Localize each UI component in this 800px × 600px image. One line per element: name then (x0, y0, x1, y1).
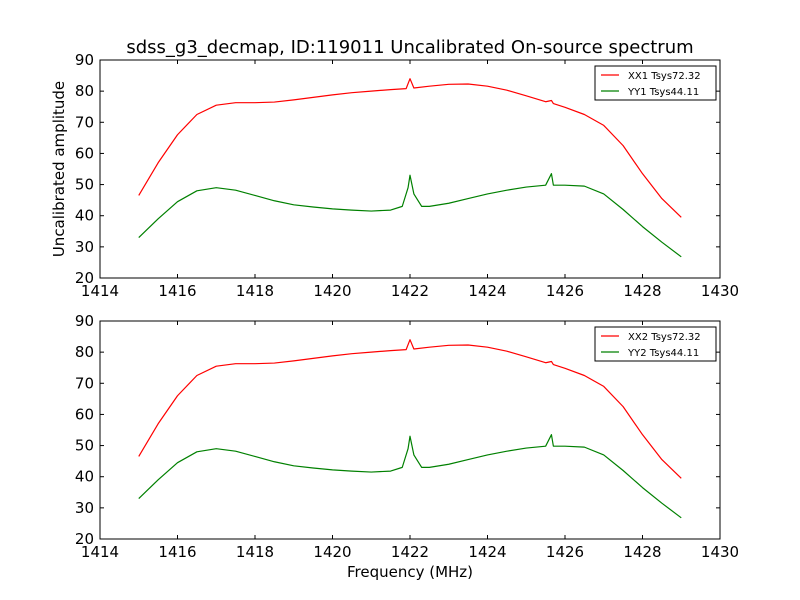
x-tick-label: 1422 (391, 282, 429, 300)
y-tick-label: 30 (75, 238, 94, 256)
top-panel: 1414 1416 1418 1420 1422 1424 1426 1428 1430 20 30… (50, 51, 739, 300)
series-line-yy (138, 173, 682, 258)
x-tick-label: 1426 (546, 543, 584, 561)
y-tick-label: 30 (75, 499, 94, 517)
y-tick-label: 20 (75, 530, 94, 548)
figure-title: sdss_g3_decmap, ID:119011 Uncalibrated O… (126, 37, 693, 58)
y-tick-label: 70 (75, 374, 94, 392)
legend-box (594, 326, 717, 362)
x-tick-label: 1424 (468, 543, 506, 561)
x-tick-label: 1420 (313, 543, 351, 561)
y-tick-label: 70 (75, 113, 94, 131)
x-axis-label: Frequency (MHz) (347, 563, 473, 581)
legend-box (594, 65, 717, 101)
y-tick-label: 60 (75, 144, 94, 162)
x-tick-label: 1422 (391, 543, 429, 561)
y-tick-label: 50 (75, 437, 94, 455)
x-tick-label: 1414 (81, 543, 119, 561)
y-tick-label: 40 (75, 468, 94, 486)
y-tick-label: 50 (75, 176, 94, 194)
x-tick-label: 1414 (81, 282, 119, 300)
legend-label: XX2 Tsys72.32 (628, 332, 701, 343)
y-tick-label: 90 (75, 312, 94, 330)
y-tick-label: 80 (75, 343, 94, 361)
legend-label: YY2 Tsys44.11 (627, 348, 699, 359)
series-line-xx (138, 339, 682, 479)
series-line-xx (138, 78, 682, 218)
x-tick-label: 1430 (701, 543, 739, 561)
x-tick-label: 1420 (313, 282, 351, 300)
y-tick-label: 90 (75, 51, 94, 69)
y-tick-label: 60 (75, 405, 94, 423)
series-line-yy (138, 434, 682, 519)
x-tick-label: 1430 (701, 282, 739, 300)
legend-label: XX1 Tsys72.32 (628, 71, 701, 82)
y-axis-label: Uncalibrated amplitude (50, 81, 68, 257)
x-tick-label: 1428 (623, 282, 661, 300)
x-tick-label: 1426 (546, 282, 584, 300)
x-tick-label: 1424 (468, 282, 506, 300)
legend-label: YY1 Tsys44.11 (627, 87, 699, 98)
x-tick-label: 1428 (623, 543, 661, 561)
y-tick-label: 40 (75, 207, 94, 225)
y-tick-label: 80 (75, 82, 94, 100)
bottom-panel: 1414 1416 1418 1420 1422 1424 1426 1428 1430 20 30… (75, 312, 739, 581)
x-tick-label: 1418 (236, 543, 274, 561)
x-tick-label: 1418 (236, 282, 274, 300)
x-tick-label: 1416 (158, 543, 196, 561)
y-tick-label: 20 (75, 269, 94, 287)
x-tick-label: 1416 (158, 282, 196, 300)
